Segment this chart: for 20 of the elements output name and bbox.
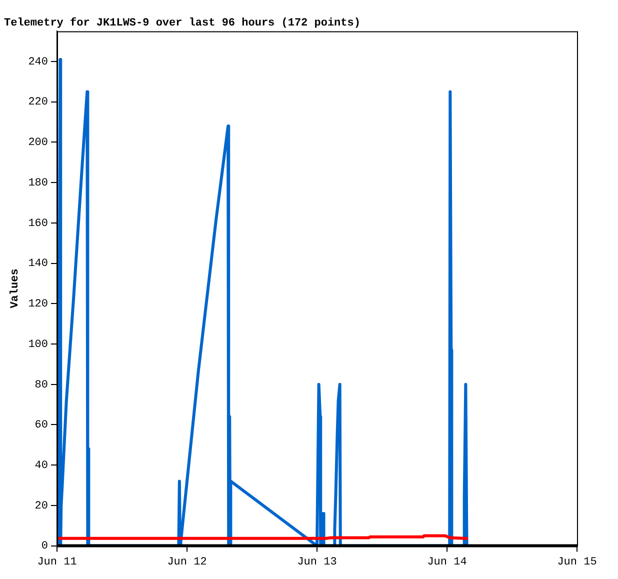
- y-tick-label: 120: [28, 298, 48, 311]
- x-tick-label: Jun 13: [297, 556, 337, 568]
- chart-title: Telemetry for JK1LWS-9 over last 96 hours (172 points): [4, 16, 360, 30]
- y-tick-label: 60: [34, 420, 48, 432]
- x-tick-label: Jun 12: [167, 556, 207, 568]
- y-tick-label: 220: [28, 96, 48, 109]
- y-tick-label: 20: [34, 500, 48, 512]
- y-tick-label: 160: [28, 218, 48, 230]
- y-tick-label: 80: [34, 379, 48, 392]
- y-tick-label: 180: [28, 177, 48, 190]
- y-tick-label: 0: [41, 540, 48, 553]
- x-tick-label: Jun 11: [37, 556, 78, 568]
- x-tick-label: Jun 15: [557, 556, 597, 568]
- y-tick-label: 200: [28, 137, 48, 150]
- y-tick-label: 140: [28, 258, 48, 270]
- y-axis-title: Values: [9, 268, 22, 308]
- y-tick-label: 100: [28, 338, 48, 351]
- y-tick-label: 240: [28, 56, 48, 68]
- y-tick-label: 40: [34, 460, 48, 472]
- x-tick-label: Jun 14: [427, 556, 468, 568]
